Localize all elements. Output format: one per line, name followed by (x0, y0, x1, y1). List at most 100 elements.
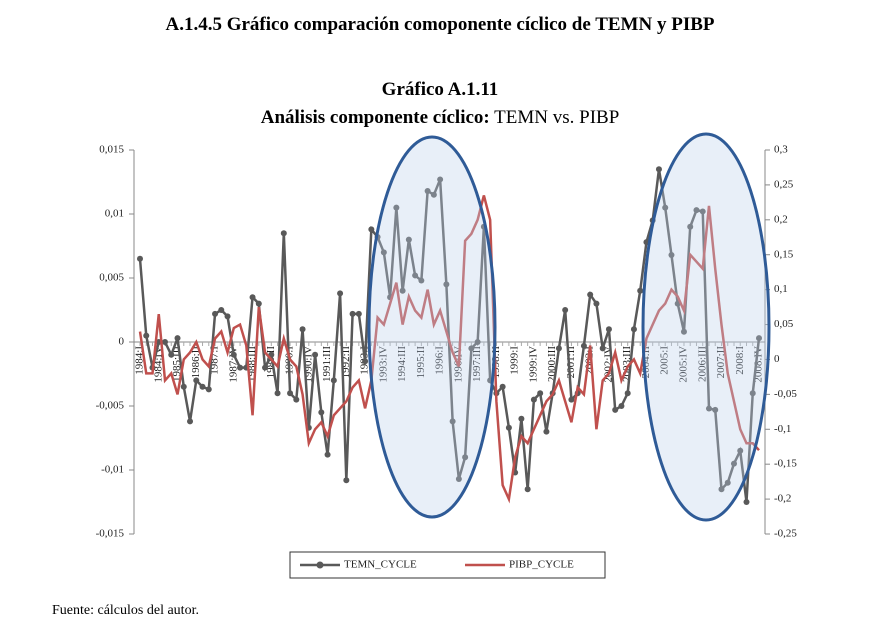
series-marker (430, 191, 437, 198)
y-tick-label: 0,015 (99, 144, 124, 156)
series-marker (474, 339, 481, 345)
series-marker (255, 300, 262, 307)
series-marker (593, 300, 600, 307)
x-tick-label: 1994:III (396, 346, 408, 382)
series-marker (737, 447, 744, 454)
subtitle-bold: Análisis componente cíclico: (261, 107, 490, 128)
series-marker (599, 345, 606, 352)
series-marker (224, 313, 231, 320)
x-tick-label: 1995:II (415, 346, 427, 379)
subtitle-plain: TEMN vs. PIBP (494, 107, 619, 128)
y-tick-label: -0,01 (101, 464, 124, 476)
legend-label: TEMN_CYCLE (344, 559, 417, 571)
chart-subtitle: Análisis componente cíclico: TEMN vs. PI… (261, 107, 620, 128)
series-marker (705, 405, 712, 412)
y2-tick-label: -0,2 (774, 493, 791, 505)
series-marker (299, 326, 306, 333)
series-marker (624, 390, 631, 397)
series-marker (637, 287, 644, 294)
series-marker (449, 418, 456, 425)
series-marker (168, 351, 175, 358)
series-marker (555, 345, 562, 352)
series-marker (718, 486, 725, 493)
plot: -0,015 -0,01 -0,005 0 0,005 0,01 0,015 -0,25 -0,… (96, 144, 798, 540)
series-marker (249, 294, 256, 301)
series-marker (724, 479, 731, 486)
y-tick-label: 0,01 (105, 208, 124, 220)
series-marker (324, 451, 331, 458)
series-marker (174, 335, 181, 342)
series-marker (230, 351, 237, 358)
series-marker (180, 383, 187, 390)
series-marker (687, 223, 694, 230)
series-marker (274, 390, 281, 397)
series-marker (587, 291, 594, 298)
series-marker (524, 486, 531, 493)
series-marker (443, 281, 450, 288)
legend-box (289, 551, 606, 579)
highlight-ellipse (367, 135, 497, 519)
series-marker (349, 310, 356, 317)
y2-tick-label: 0,05 (774, 318, 794, 330)
x-tick-label: 1996:I (434, 346, 446, 375)
legend-marker (316, 561, 324, 569)
series-marker (537, 390, 544, 397)
x-tick-label: 1999:I (509, 346, 521, 375)
section-title: A.1.4.5 Gráfico comparación comoponente … (166, 14, 715, 35)
x-tick-label: 1997:III (471, 346, 483, 382)
x-tick-label: 1993:IV (377, 346, 389, 383)
series-marker (293, 396, 300, 403)
series-marker (312, 351, 319, 358)
chart-title: Gráfico A.1.11 (382, 79, 499, 100)
series-line (138, 168, 761, 503)
series-marker (193, 377, 200, 384)
series-marker (205, 386, 212, 393)
y2-tick-label: 0,25 (774, 178, 794, 190)
x-tick-label: 2005:I (659, 346, 671, 375)
series-marker (330, 377, 337, 384)
series-marker (562, 307, 569, 313)
series-marker (580, 342, 587, 349)
x-tick-label: 1999:IV (527, 346, 539, 383)
series-marker (543, 428, 550, 435)
series-marker (412, 272, 419, 279)
series-marker (468, 345, 475, 352)
series-marker (499, 383, 506, 390)
legend-label: PIBP_CYCLE (509, 559, 574, 571)
y2-tick-label: -0,25 (774, 528, 797, 540)
series-marker (518, 415, 525, 422)
series-marker (699, 208, 706, 215)
series-marker (287, 390, 294, 397)
series-marker (393, 204, 400, 211)
series-marker (605, 326, 612, 333)
x-tick-label: 1986:II (190, 346, 202, 379)
y-tick-label: -0,015 (96, 528, 125, 540)
y2-tick-label: 0 (774, 353, 780, 365)
series-marker (437, 176, 444, 183)
series-marker (337, 290, 344, 297)
y2-tick-label: 0,15 (774, 248, 794, 260)
y2-tick-label: 0,2 (774, 213, 788, 225)
y2-tick-label: 0,1 (774, 283, 788, 295)
x-tick-label: 2008:I (734, 346, 746, 375)
series-marker (405, 236, 412, 243)
series-marker (455, 475, 462, 482)
series-marker (730, 460, 737, 467)
series-marker (199, 383, 206, 390)
series-marker (399, 287, 406, 294)
series-marker (143, 332, 150, 339)
series-marker (568, 396, 575, 403)
legend: TEMN_CYCLE PIBP_CYCLE (289, 551, 606, 579)
series-marker (355, 310, 362, 317)
series-marker (424, 187, 431, 194)
series-marker (137, 255, 143, 262)
series-marker (212, 310, 219, 317)
series-marker (530, 396, 537, 403)
series-marker (380, 249, 387, 256)
highlight-ellipse (641, 132, 771, 522)
series-marker (418, 277, 425, 284)
series-marker (218, 307, 225, 313)
series-marker (680, 328, 687, 335)
